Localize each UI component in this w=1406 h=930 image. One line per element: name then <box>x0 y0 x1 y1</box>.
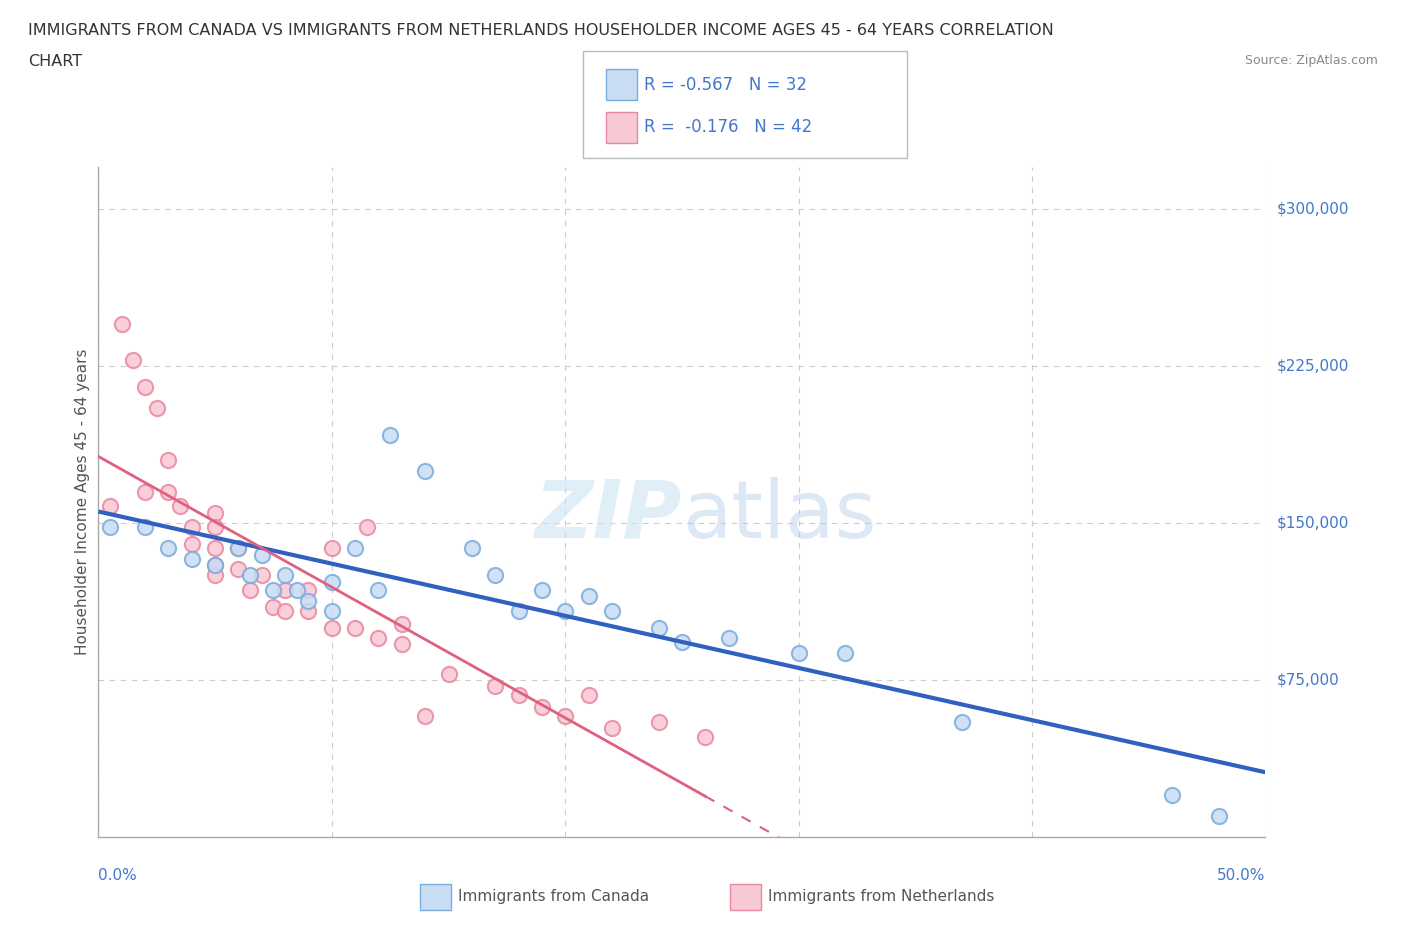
Point <box>204 505 226 520</box>
Point <box>297 582 319 598</box>
Point <box>695 729 717 744</box>
Point <box>554 709 576 724</box>
Point <box>169 499 191 514</box>
Point <box>647 714 669 729</box>
Point <box>378 428 402 443</box>
Point <box>1161 788 1184 803</box>
Point <box>180 537 202 551</box>
Point <box>787 645 810 660</box>
Text: Immigrants from Netherlands: Immigrants from Netherlands <box>768 889 994 904</box>
Point <box>180 520 202 535</box>
Text: Immigrants from Canada: Immigrants from Canada <box>458 889 650 904</box>
Text: 50.0%: 50.0% <box>1218 868 1265 883</box>
Point <box>157 453 180 468</box>
Point <box>321 575 343 590</box>
Point <box>228 541 250 556</box>
Point <box>180 551 202 566</box>
Point <box>134 520 156 535</box>
Point <box>367 631 389 645</box>
Text: CHART: CHART <box>28 54 82 69</box>
Point <box>239 582 262 598</box>
Point <box>508 604 530 618</box>
Point <box>413 463 436 478</box>
Point <box>554 604 576 618</box>
Point <box>367 582 389 598</box>
Point <box>204 558 226 573</box>
Point <box>274 604 297 618</box>
Point <box>98 520 121 535</box>
Point <box>578 589 600 604</box>
Text: R = -0.567   N = 32: R = -0.567 N = 32 <box>644 75 807 94</box>
Point <box>950 714 973 729</box>
Text: Source: ZipAtlas.com: Source: ZipAtlas.com <box>1244 54 1378 67</box>
Point <box>157 485 180 499</box>
Point <box>134 379 156 394</box>
Point <box>530 582 553 598</box>
Text: $75,000: $75,000 <box>1277 672 1340 687</box>
Point <box>391 637 413 652</box>
Point <box>356 520 378 535</box>
Point <box>239 568 262 583</box>
Point <box>600 721 623 736</box>
Point <box>157 541 180 556</box>
Point <box>484 568 506 583</box>
Point <box>600 604 623 618</box>
Point <box>321 541 343 556</box>
Point <box>413 709 436 724</box>
Point <box>321 604 343 618</box>
Point <box>1208 809 1230 824</box>
Point <box>262 582 284 598</box>
Point <box>578 687 600 702</box>
Point <box>250 547 273 562</box>
Point <box>134 485 156 499</box>
Point <box>461 541 484 556</box>
Point <box>146 401 169 416</box>
Point <box>204 568 226 583</box>
Point <box>285 582 308 598</box>
Text: atlas: atlas <box>682 476 876 554</box>
Point <box>250 568 273 583</box>
Point <box>297 593 319 608</box>
Point <box>391 616 413 631</box>
Point <box>204 541 226 556</box>
Point <box>671 635 693 650</box>
Text: ZIP: ZIP <box>534 476 682 554</box>
Text: R =  -0.176   N = 42: R = -0.176 N = 42 <box>644 118 813 137</box>
Point <box>344 541 367 556</box>
Point <box>262 600 284 615</box>
Point <box>344 620 367 635</box>
Point <box>437 666 460 681</box>
Text: 0.0%: 0.0% <box>98 868 138 883</box>
Point <box>834 645 856 660</box>
Point <box>274 568 297 583</box>
Point <box>484 679 506 694</box>
Point <box>530 700 553 715</box>
Point <box>297 604 319 618</box>
Point <box>321 620 343 635</box>
Y-axis label: Householder Income Ages 45 - 64 years: Householder Income Ages 45 - 64 years <box>75 349 90 656</box>
Point <box>508 687 530 702</box>
Text: $300,000: $300,000 <box>1277 202 1348 217</box>
Text: $225,000: $225,000 <box>1277 359 1348 374</box>
Point <box>228 541 250 556</box>
Text: IMMIGRANTS FROM CANADA VS IMMIGRANTS FROM NETHERLANDS HOUSEHOLDER INCOME AGES 45: IMMIGRANTS FROM CANADA VS IMMIGRANTS FRO… <box>28 23 1054 38</box>
Point <box>204 520 226 535</box>
Point <box>647 620 669 635</box>
Point <box>274 582 297 598</box>
Point <box>122 352 145 367</box>
Point <box>98 499 121 514</box>
Point <box>204 558 226 573</box>
Text: $150,000: $150,000 <box>1277 515 1348 531</box>
Point <box>228 562 250 577</box>
Point <box>111 317 134 332</box>
Point <box>717 631 740 645</box>
